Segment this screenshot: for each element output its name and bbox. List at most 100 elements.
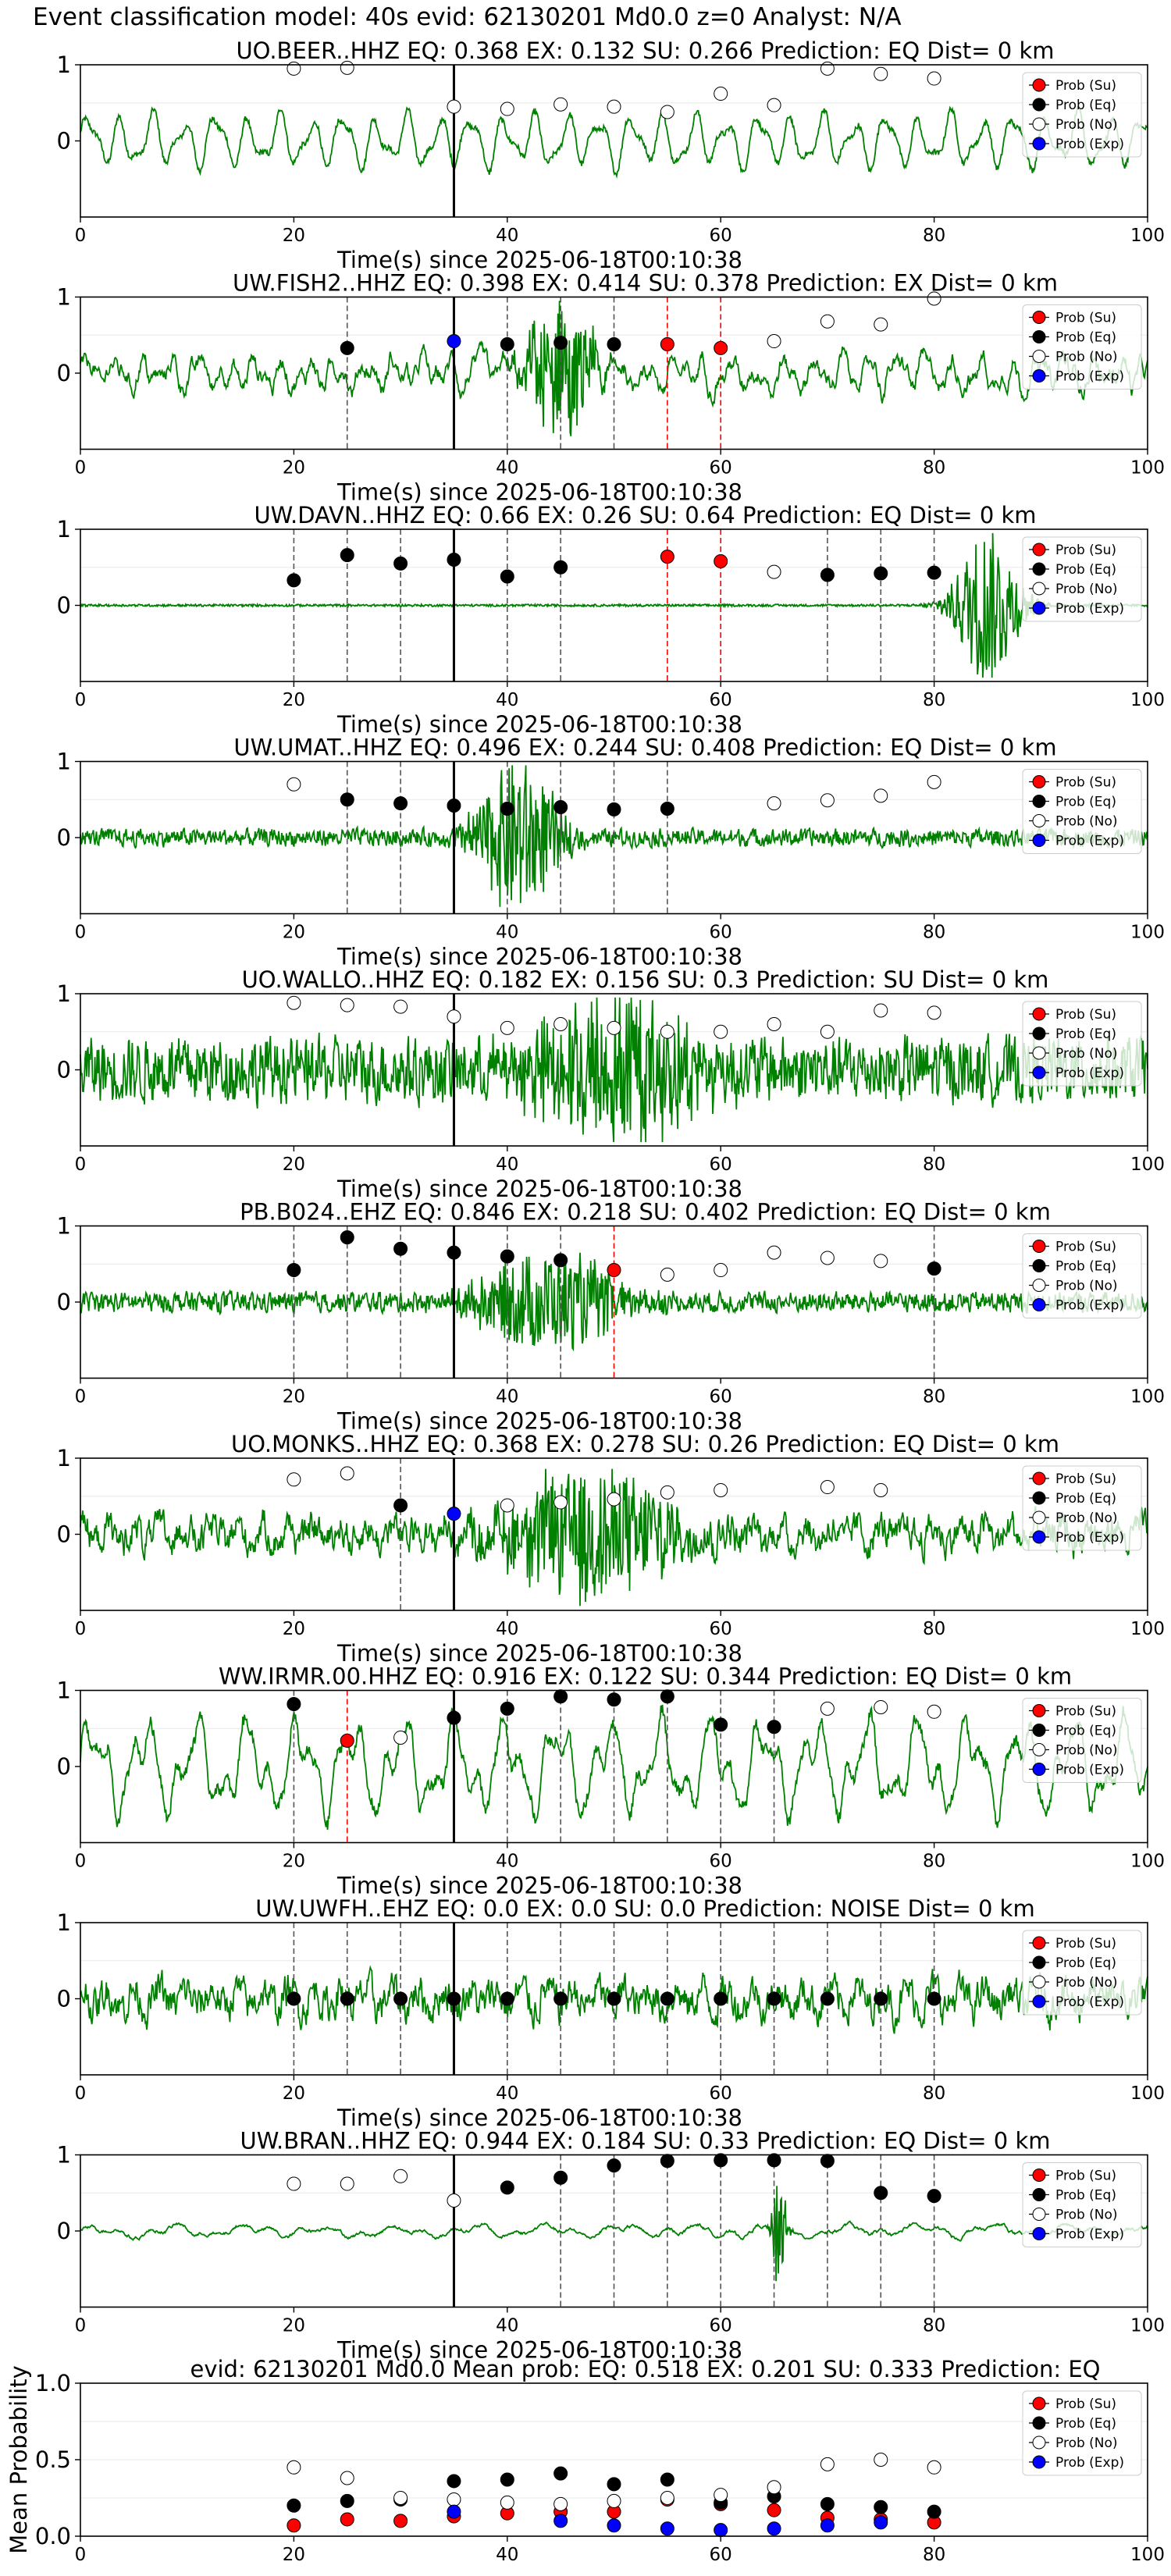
- panel-title: UW.FISH2..HHZ EQ: 0.398 EX: 0.414 SU: 0.…: [233, 270, 1058, 297]
- x-axis-label: Time(s) since 2025-06-18T00:10:38: [336, 944, 742, 970]
- mean-prob-point: [607, 2518, 621, 2533]
- x-axis-label: Time(s) since 2025-06-18T00:10:38: [336, 2337, 742, 2364]
- prob-point: [393, 1241, 408, 1256]
- legend-marker: [1032, 1724, 1046, 1737]
- legend-label: Prob (Eq): [1055, 795, 1116, 810]
- x-tick-label: 80: [923, 1852, 945, 1872]
- x-axis-label: Time(s) since 2025-06-18T00:10:38: [336, 2105, 742, 2131]
- legend-label: Prob (No): [1055, 117, 1118, 133]
- x-tick-label: 20: [283, 1387, 305, 1407]
- prob-point: [340, 548, 354, 563]
- legend-label: Prob (Exp): [1055, 834, 1124, 849]
- legend-label: Prob (Exp): [1055, 137, 1124, 152]
- legend-marker: [1032, 330, 1046, 343]
- prob-point: [660, 1485, 674, 1500]
- prob-point: [927, 774, 941, 789]
- y-tick-label: 0: [57, 824, 71, 851]
- station-chart: WW.IRMR.00.HHZ EQ: 0.916 EX: 0.122 SU: 0…: [57, 1663, 1165, 1899]
- legend-label: Prob (Exp): [1055, 601, 1124, 617]
- prob-point: [553, 560, 568, 575]
- prob-point: [340, 2176, 354, 2191]
- prob-point: [447, 553, 461, 567]
- x-tick-label: 0: [75, 226, 87, 246]
- mean-prob-point: [340, 2512, 354, 2527]
- legend-marker: [1032, 1704, 1046, 1717]
- x-tick-label: 0: [75, 1155, 87, 1175]
- x-axis-label: Time(s) since 2025-06-18T00:10:38: [336, 1640, 742, 1667]
- x-tick-label: 60: [710, 1619, 732, 1639]
- mean-prob-point: [714, 2523, 728, 2538]
- legend-label: Prob (Su): [1055, 1240, 1116, 1255]
- legend: [1022, 2390, 1142, 2476]
- prob-point: [287, 61, 301, 76]
- mean-prob-point: [820, 2496, 835, 2511]
- legend-marker: [1032, 2208, 1046, 2221]
- x-tick-label: 100: [1130, 690, 1165, 710]
- prob-point: [927, 1005, 941, 1020]
- prob-point: [927, 1261, 941, 1276]
- prob-point: [927, 1704, 941, 1719]
- prob-point: [607, 1991, 621, 2006]
- x-tick-label: 100: [1130, 458, 1165, 479]
- legend-marker: [1032, 1994, 1046, 2008]
- mean-prob-point: [500, 2472, 514, 2487]
- prob-point: [607, 802, 621, 817]
- prob-point: [287, 2176, 301, 2191]
- prob-point: [927, 2189, 941, 2204]
- legend-label: Prob (Exp): [1055, 1763, 1124, 1778]
- legend-marker: [1032, 775, 1046, 788]
- prob-point: [714, 1024, 728, 1039]
- mean-prob-point: [340, 2493, 354, 2508]
- x-tick-label: 0: [75, 690, 87, 710]
- legend: [1022, 536, 1142, 622]
- prob-point: [287, 573, 301, 588]
- legend-marker: [1032, 1298, 1046, 1311]
- x-tick-label: 80: [923, 2083, 945, 2104]
- prob-point: [660, 1267, 674, 1282]
- prob-point: [287, 1263, 301, 1278]
- prob-point: [714, 1263, 728, 1278]
- prob-point: [607, 1020, 621, 1035]
- prob-point: [660, 550, 674, 564]
- prob-point: [820, 568, 835, 582]
- x-tick-label: 40: [496, 1619, 518, 1639]
- prob-point: [714, 553, 728, 568]
- prob-point: [500, 1020, 514, 1035]
- panel-title: UO.BEER..HHZ EQ: 0.368 EX: 0.132 SU: 0.2…: [236, 37, 1054, 64]
- legend-label: Prob (Eq): [1055, 98, 1116, 113]
- x-tick-label: 40: [496, 1852, 518, 1872]
- mean-prob-point: [340, 2471, 354, 2485]
- y-tick-label: 1: [57, 1678, 71, 1704]
- prob-point: [340, 340, 354, 355]
- x-tick-label: 40: [496, 2083, 518, 2104]
- prob-point: [767, 564, 781, 579]
- x-tick-label: 20: [283, 690, 305, 710]
- prob-point: [553, 336, 568, 350]
- panel-title: UW.UMAT..HHZ EQ: 0.496 EX: 0.244 SU: 0.4…: [233, 735, 1056, 761]
- y-tick-label: 1: [57, 284, 71, 311]
- legend-marker: [1032, 1066, 1046, 1080]
- y-tick-label: 0: [57, 128, 71, 155]
- waveform-trace: [80, 1468, 1148, 1606]
- prob-point: [447, 1710, 461, 1725]
- legend-label: Prob (Exp): [1055, 2455, 1124, 2471]
- prob-point: [553, 800, 568, 814]
- x-tick-label: 20: [283, 2083, 305, 2104]
- prob-point: [607, 1692, 621, 1707]
- legend-marker: [1032, 117, 1046, 131]
- x-tick-label: 20: [283, 2316, 305, 2336]
- y-tick-label: 0: [57, 1521, 71, 1548]
- x-tick-label: 60: [710, 2083, 732, 2104]
- prob-point: [660, 801, 674, 816]
- legend-marker: [1032, 350, 1046, 363]
- x-tick-label: 0: [75, 2083, 87, 2104]
- prob-point: [767, 2153, 781, 2168]
- legend-marker: [1032, 1530, 1046, 1544]
- prob-point: [500, 1249, 514, 1264]
- legend-marker: [1032, 2416, 1046, 2430]
- x-tick-label: 40: [496, 458, 518, 479]
- prob-point: [607, 336, 621, 351]
- legend-label: Prob (Eq): [1055, 2188, 1116, 2204]
- prob-point: [874, 788, 888, 803]
- x-tick-label: 60: [710, 923, 732, 943]
